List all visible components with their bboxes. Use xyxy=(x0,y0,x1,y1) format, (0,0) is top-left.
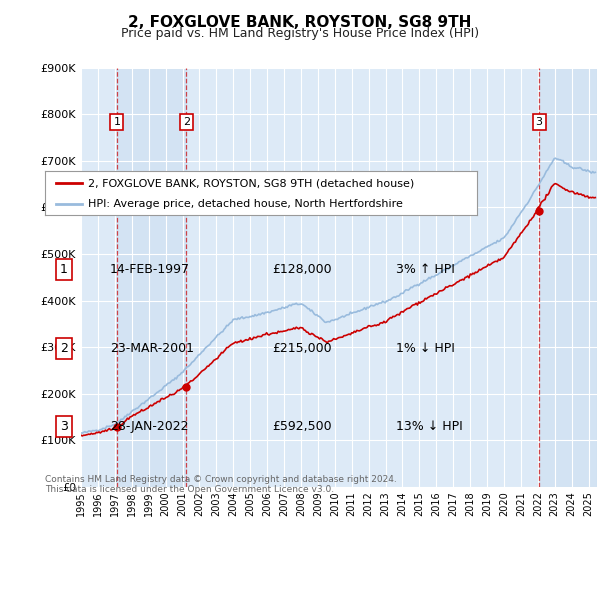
Text: 13% ↓ HPI: 13% ↓ HPI xyxy=(396,420,463,433)
Text: 2: 2 xyxy=(183,117,190,127)
Text: £215,000: £215,000 xyxy=(272,342,331,355)
Text: 3: 3 xyxy=(536,117,542,127)
Bar xyxy=(539,68,597,487)
Text: 3: 3 xyxy=(60,420,68,433)
Text: 1: 1 xyxy=(60,263,68,276)
Text: 1: 1 xyxy=(113,117,121,127)
Text: 2: 2 xyxy=(60,342,68,355)
Text: 23-MAR-2001: 23-MAR-2001 xyxy=(110,342,194,355)
Text: 2, FOXGLOVE BANK, ROYSTON, SG8 9TH (detached house): 2, FOXGLOVE BANK, ROYSTON, SG8 9TH (deta… xyxy=(88,179,415,188)
Text: 3% ↑ HPI: 3% ↑ HPI xyxy=(396,263,455,276)
Bar xyxy=(117,68,187,487)
Text: £128,000: £128,000 xyxy=(272,263,331,276)
Text: £592,500: £592,500 xyxy=(272,420,331,433)
Text: 1% ↓ HPI: 1% ↓ HPI xyxy=(396,342,455,355)
Text: HPI: Average price, detached house, North Hertfordshire: HPI: Average price, detached house, Nort… xyxy=(88,199,403,209)
Text: 2, FOXGLOVE BANK, ROYSTON, SG8 9TH: 2, FOXGLOVE BANK, ROYSTON, SG8 9TH xyxy=(128,15,472,30)
Text: Contains HM Land Registry data © Crown copyright and database right 2024.
This d: Contains HM Land Registry data © Crown c… xyxy=(45,475,397,494)
Text: 14-FEB-1997: 14-FEB-1997 xyxy=(110,263,190,276)
Text: 28-JAN-2022: 28-JAN-2022 xyxy=(110,420,188,433)
Text: Price paid vs. HM Land Registry's House Price Index (HPI): Price paid vs. HM Land Registry's House … xyxy=(121,27,479,40)
